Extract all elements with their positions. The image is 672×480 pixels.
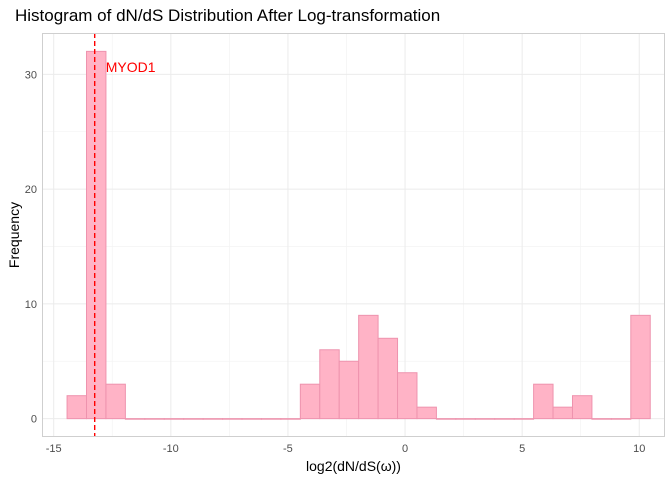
chart-title: Histogram of dN/dS Distribution After Lo…: [15, 6, 440, 25]
histogram-bar: [610, 418, 632, 420]
histogram-bar: [435, 418, 457, 420]
histogram-bar: [571, 395, 593, 420]
histogram-bar: [144, 418, 165, 420]
histogram-bar: [222, 418, 243, 420]
y-tick-label: 20: [25, 184, 37, 196]
histogram-bar: [280, 418, 301, 420]
reference-line-group: MYOD1: [93, 33, 156, 437]
x-tick-label: -5: [283, 443, 293, 455]
y-tick-label: 10: [25, 299, 37, 311]
x-tick-label: -15: [46, 443, 62, 455]
histogram-bar: [474, 418, 496, 420]
y-axis-ticks: 0 10 20 30: [25, 69, 37, 425]
plot-border: [42, 33, 665, 437]
histogram-bar: [241, 418, 262, 420]
x-axis-ticks: -15 -10 -5 0 5 10: [46, 443, 646, 455]
x-tick-label: 5: [519, 443, 525, 455]
histogram-bar: [260, 418, 282, 420]
histogram-bar: [591, 418, 612, 420]
histogram-bar: [358, 314, 379, 420]
histogram-bar: [533, 383, 554, 420]
plot-panel: MYOD1: [42, 33, 665, 437]
histogram-bar: [630, 314, 651, 420]
histogram-bar: [494, 418, 515, 420]
y-tick-label: 30: [25, 69, 37, 81]
histogram-bar: [416, 406, 437, 420]
histogram-bar: [105, 383, 126, 420]
histogram-bar: [377, 337, 399, 420]
histogram-bar: [455, 418, 476, 420]
bars: [66, 50, 651, 420]
x-tick-label: -10: [163, 443, 179, 455]
x-axis-title: log2(dN/dS(ω)): [306, 458, 401, 474]
histogram-bar: [86, 50, 107, 420]
histogram-bar: [397, 372, 418, 420]
y-axis-title: Frequency: [6, 202, 22, 268]
x-tick-label: 10: [633, 443, 645, 455]
reference-line-label: MYOD1: [106, 59, 156, 75]
x-tick-label: 0: [402, 443, 408, 455]
y-tick-label: 0: [31, 414, 37, 426]
histogram-bar: [124, 418, 146, 420]
histogram-bar: [552, 406, 573, 420]
histogram-bar: [183, 418, 204, 420]
histogram-bar: [299, 383, 321, 420]
histogram-bar: [319, 349, 340, 420]
histogram-bar: [513, 418, 535, 420]
histogram-bar: [163, 418, 185, 420]
histogram-bar: [202, 418, 224, 420]
histogram-bar: [338, 360, 360, 420]
histogram-bar: [66, 395, 87, 420]
